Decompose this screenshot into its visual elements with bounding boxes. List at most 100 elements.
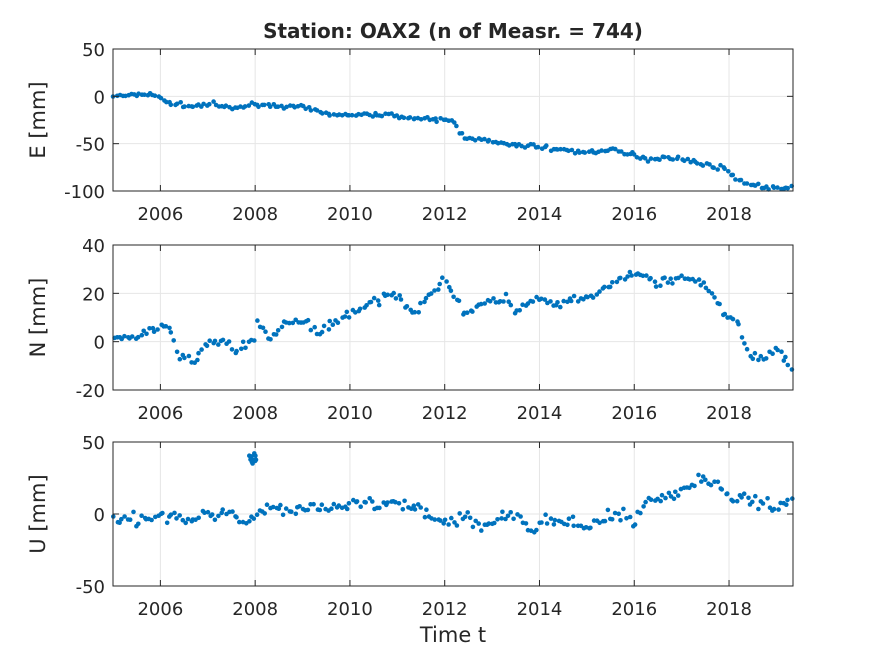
data-point (491, 296, 496, 301)
data-point (142, 92, 147, 97)
data-point (263, 329, 268, 335)
data-point (467, 515, 473, 521)
data-point (385, 292, 390, 298)
data-point (597, 289, 602, 294)
data-point (270, 504, 276, 510)
data-point (168, 512, 174, 517)
data-point (638, 510, 643, 516)
x-tick-label: 2016 (611, 599, 657, 620)
data-point (776, 507, 781, 512)
data-point (465, 510, 471, 515)
data-point (701, 280, 707, 285)
data-point (756, 506, 761, 512)
data-point (571, 293, 577, 299)
data-point (597, 520, 602, 526)
data-point (371, 295, 377, 301)
data-point (357, 306, 363, 312)
data-point (368, 299, 374, 305)
data-point (178, 100, 183, 105)
y-tick-label: -20 (76, 381, 105, 402)
data-point (370, 114, 376, 119)
data-point (771, 185, 777, 190)
data-point (436, 287, 441, 292)
data-point (629, 273, 634, 278)
data-point (329, 506, 334, 512)
data-point (694, 161, 700, 166)
data-point (561, 298, 566, 304)
data-point (164, 99, 169, 105)
data-point (699, 479, 704, 484)
data-point (642, 156, 648, 161)
data-point (722, 311, 728, 317)
data-point (558, 146, 563, 152)
x-tick-label: 2010 (327, 204, 373, 225)
data-point (415, 502, 421, 507)
data-point (432, 288, 437, 293)
data-point (569, 147, 575, 153)
x-tick-label: 2008 (232, 599, 278, 620)
data-point (588, 525, 593, 531)
data-point (618, 518, 623, 523)
data-point (122, 514, 127, 519)
data-point (687, 485, 692, 491)
data-point (209, 512, 215, 517)
data-point (696, 472, 701, 478)
data-point (572, 151, 578, 156)
x-tick-label: 2014 (517, 403, 563, 424)
data-point (645, 159, 651, 164)
data-point (174, 516, 179, 521)
data-point (718, 162, 723, 168)
data-point (663, 495, 668, 501)
data-point (234, 515, 239, 520)
data-point (136, 521, 141, 527)
data-point (657, 157, 662, 162)
data-point (211, 99, 216, 104)
data-point (452, 520, 457, 525)
data-point (364, 303, 369, 308)
data-point (534, 527, 539, 533)
data-point (311, 501, 316, 507)
data-point (402, 498, 407, 504)
data-point (256, 104, 261, 110)
y-axis-label: N [mm] (26, 278, 50, 358)
data-point (760, 501, 766, 506)
data-point (260, 325, 266, 331)
x-tick-label: 2016 (611, 403, 657, 424)
data-point (505, 513, 511, 519)
data-point (605, 507, 611, 513)
data-point (511, 516, 516, 522)
data-point (174, 101, 180, 107)
data-point (320, 111, 325, 116)
data-point (539, 520, 544, 525)
data-point (577, 150, 582, 155)
data-point (424, 507, 429, 512)
data-point (275, 104, 281, 109)
data-point (251, 457, 256, 463)
data-point (565, 299, 570, 305)
x-tick-label: 2016 (611, 204, 657, 225)
data-point (662, 154, 667, 160)
data-point (730, 316, 736, 322)
data-point (284, 104, 289, 110)
data-point (709, 291, 715, 296)
data-point (765, 496, 770, 501)
data-point (464, 310, 470, 316)
data-point (418, 505, 424, 510)
data-point (648, 156, 654, 161)
data-point (253, 453, 258, 459)
data-point (575, 299, 581, 304)
data-point (624, 516, 629, 521)
data-point (151, 329, 157, 335)
data-point (346, 501, 352, 506)
data-point (377, 505, 382, 511)
data-point (685, 156, 691, 162)
y-tick-label: 50 (82, 40, 105, 61)
data-point (397, 293, 403, 298)
data-point (530, 299, 536, 304)
x-tick-label: 2008 (232, 403, 278, 424)
data-point (216, 342, 221, 347)
data-point (177, 356, 183, 362)
data-point (441, 521, 447, 526)
data-point (201, 101, 206, 107)
data-point (693, 279, 698, 284)
